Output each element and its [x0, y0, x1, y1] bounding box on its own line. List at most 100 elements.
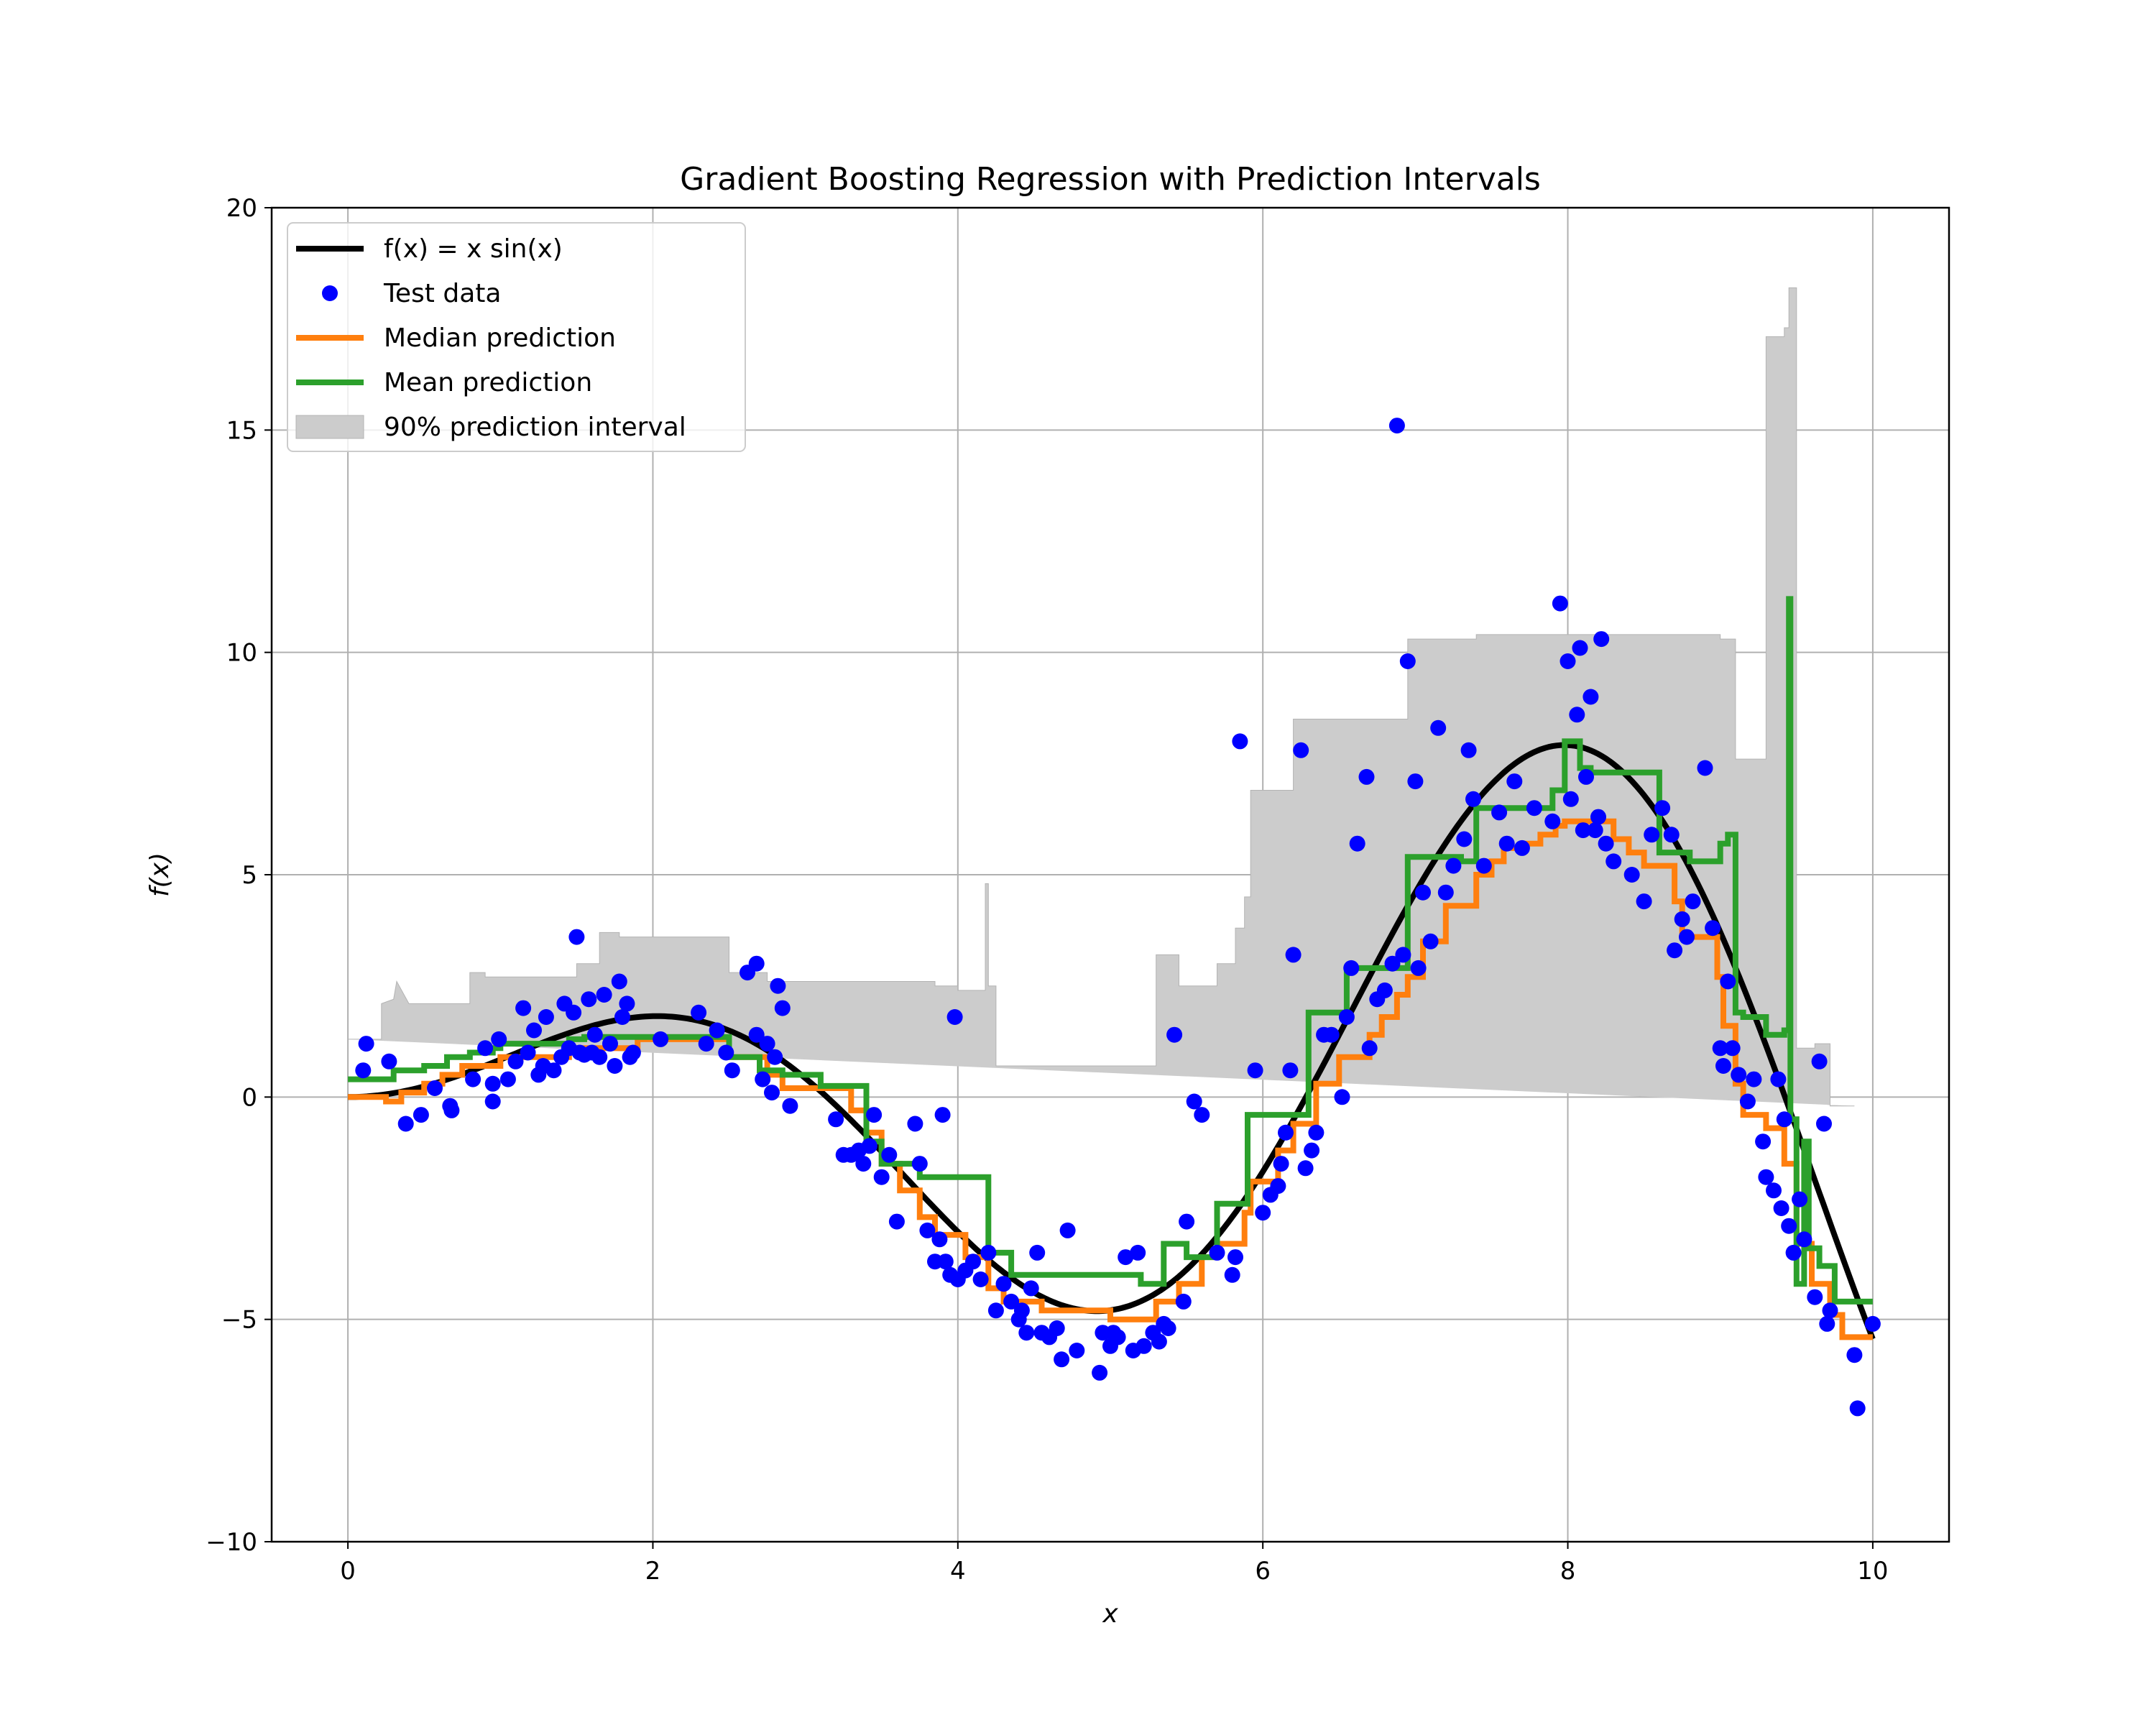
test-data-point — [545, 1062, 562, 1079]
legend-label: Median prediction — [384, 323, 616, 353]
test-data-point — [614, 1009, 630, 1025]
test-data-point — [1343, 960, 1360, 976]
test-data-point — [1135, 1338, 1152, 1354]
test-data-point — [1415, 884, 1431, 901]
test-data-point — [1587, 822, 1603, 839]
test-data-point — [937, 1254, 954, 1270]
test-data-point — [888, 1213, 905, 1230]
test-data-point — [1407, 773, 1424, 790]
test-data-point — [1003, 1293, 1020, 1310]
x-axis-label: x — [1102, 1599, 1118, 1629]
test-data-point — [591, 1049, 608, 1065]
test-data-point — [1437, 884, 1454, 901]
test-data-point — [1270, 1178, 1286, 1195]
test-data-point — [484, 1093, 501, 1110]
test-data-point — [1679, 929, 1695, 945]
test-data-point — [1544, 813, 1561, 829]
test-data-point — [1506, 773, 1523, 790]
y-tick-label: 0 — [241, 1083, 257, 1112]
legend: f(x) = x sin(x) Test data Median predictio… — [287, 222, 746, 452]
test-data-point — [1475, 857, 1492, 874]
test-data-point — [1227, 1249, 1243, 1266]
test-data-point — [427, 1080, 443, 1096]
test-data-point — [1593, 631, 1610, 648]
test-data-point — [1644, 827, 1660, 843]
test-data-point — [1018, 1325, 1035, 1341]
test-data-point — [1069, 1343, 1085, 1358]
test-data-point — [1460, 742, 1477, 758]
series-lines — [348, 596, 1876, 1340]
y-tick-label: 5 — [241, 861, 257, 890]
test-data-point — [443, 1102, 460, 1118]
test-data-point — [1049, 1320, 1065, 1336]
test-data-point — [972, 1271, 989, 1287]
test-data-point — [1569, 707, 1585, 723]
test-data-point — [1526, 800, 1542, 816]
test-data-point — [1166, 1026, 1183, 1043]
legend-label: f(x) = x sin(x) — [384, 234, 563, 264]
test-data-point — [526, 1022, 542, 1039]
test-data-point — [1715, 1058, 1731, 1074]
test-data-point — [1766, 1182, 1782, 1199]
test-data-point — [1278, 1124, 1294, 1141]
test-data-point — [1338, 1009, 1355, 1025]
test-data-point — [873, 1169, 890, 1185]
test-data-point — [1724, 1040, 1741, 1057]
test-data-point — [718, 1044, 734, 1061]
test-data-point — [1395, 947, 1411, 963]
test-data-point — [1575, 822, 1591, 839]
test-data-point — [1606, 853, 1622, 870]
test-data-point — [1758, 1169, 1774, 1185]
legend-box — [287, 222, 746, 452]
test-data-point — [1334, 1089, 1350, 1105]
chart-title: Gradient Boosting Regression with Predic… — [680, 161, 1541, 198]
test-data-point — [1792, 1191, 1808, 1208]
test-data-point — [1560, 653, 1576, 669]
test-data-point — [1731, 1067, 1747, 1083]
test-data-point — [965, 1254, 981, 1270]
legend-label: Test data — [383, 279, 501, 308]
test-data-point — [907, 1116, 923, 1132]
test-data-point — [1384, 955, 1401, 972]
test-data-point — [568, 929, 585, 945]
test-data-point — [581, 991, 597, 1008]
test-data-point — [987, 1302, 1004, 1319]
x-tick-label: 8 — [1560, 1557, 1576, 1586]
legend-item: Mean prediction — [296, 368, 592, 397]
test-data-point — [828, 1111, 844, 1128]
test-data-point — [607, 1058, 623, 1074]
test-data-point — [520, 1044, 536, 1061]
test-data-point — [764, 1085, 780, 1101]
test-data-point — [507, 1053, 524, 1070]
test-data-point — [1247, 1062, 1263, 1079]
test-data-point — [1023, 1280, 1039, 1297]
test-data-point — [748, 955, 765, 972]
test-data-point — [1796, 1231, 1812, 1248]
test-data-point — [1776, 1111, 1792, 1128]
test-data-point — [759, 1036, 775, 1052]
test-data-point — [1297, 1160, 1314, 1177]
test-data-point — [1636, 893, 1652, 910]
test-data-point — [1697, 760, 1713, 776]
test-data-point — [1130, 1244, 1146, 1261]
test-data-point — [1232, 733, 1248, 750]
test-data-point — [1674, 911, 1690, 927]
test-data-point — [1781, 1218, 1797, 1234]
test-data-point — [1667, 942, 1683, 959]
test-data-point — [1807, 1289, 1823, 1305]
test-data-point — [698, 1036, 714, 1052]
test-data-point — [1491, 804, 1508, 821]
test-data-point — [602, 1036, 618, 1052]
test-data-point — [1059, 1222, 1076, 1238]
test-data-point — [724, 1062, 740, 1079]
test-data-point — [1849, 1400, 1866, 1417]
test-data-point — [1179, 1213, 1195, 1230]
test-data-point — [1422, 933, 1439, 949]
test-data-point — [881, 1146, 898, 1163]
test-data-point — [1430, 719, 1447, 736]
legend-item: f(x) = x sin(x) — [296, 234, 563, 264]
test-data-points — [355, 418, 1881, 1417]
test-data-point — [566, 1004, 582, 1021]
test-data-point — [1151, 1333, 1167, 1350]
